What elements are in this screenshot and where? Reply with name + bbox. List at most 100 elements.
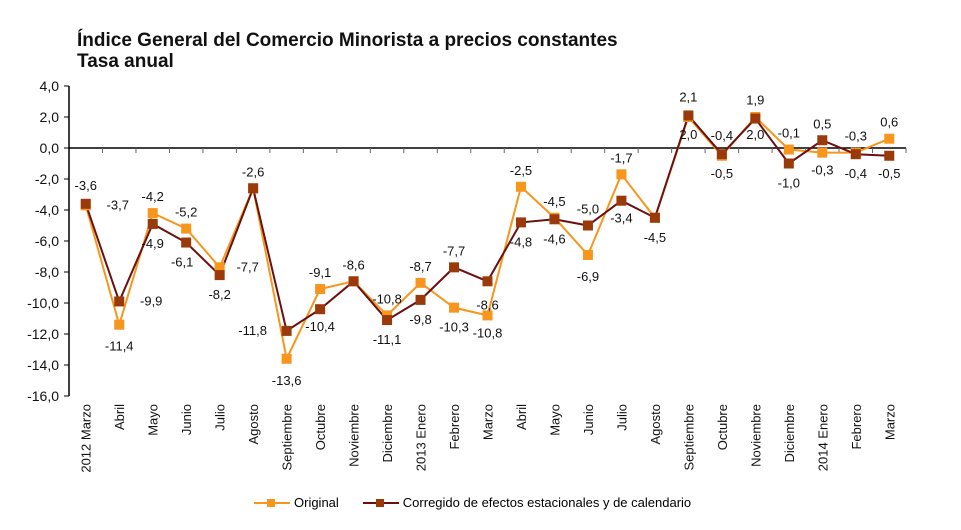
data-label-corregido: -4,5	[644, 230, 666, 245]
data-label-original: -4,2	[141, 189, 163, 204]
data-label-original: -0,3	[811, 163, 833, 178]
data-label-corregido: -11,1	[373, 332, 402, 347]
data-label-corregido: -5,0	[577, 202, 599, 217]
x-tick-label: Octubre	[313, 404, 328, 450]
x-tick-labels: 2012 Marzo Abril Mayo Junio Julio Agosto Septi…	[79, 404, 898, 473]
x-tick-label: 2013 Enero	[414, 404, 429, 471]
x-tick-label: Julio	[614, 404, 629, 431]
data-point-original	[783, 144, 794, 155]
data-label-corregido: -7,7	[443, 243, 465, 258]
data-label-corregido: 0,5	[813, 116, 831, 131]
series-lines	[84, 113, 890, 362]
chart-title-main: Índice General del Comercio Minorista a …	[77, 30, 618, 51]
data-labels: -3,7-11,4-4,2-5,2-7,7-13,6-9,1-10,8-8,7-…	[75, 89, 901, 387]
data-point-corregido	[817, 135, 828, 146]
y-tick-label: -10,0	[27, 295, 59, 311]
x-tick-label: Diciembre	[782, 404, 797, 463]
data-point-corregido	[549, 214, 560, 225]
data-point-corregido	[482, 276, 493, 287]
data-label-corregido: -3,4	[610, 211, 632, 226]
data-label-original: -13,6	[272, 373, 302, 388]
data-label-corregido: -8,6	[342, 257, 364, 272]
series-markers	[80, 110, 895, 364]
x-tick-label: Septiembre	[681, 404, 696, 470]
data-label-original: -2,5	[510, 163, 532, 178]
data-label-original: -6,9	[577, 269, 599, 284]
data-label-original: -10,3	[439, 320, 469, 335]
y-tick-label: -14,0	[27, 357, 59, 373]
x-tick-label: Abril	[514, 404, 529, 430]
data-point-corregido	[114, 296, 125, 307]
x-tick-label: Abril	[112, 404, 127, 430]
data-point-corregido	[515, 217, 526, 228]
data-label-corregido: -2,6	[242, 164, 264, 179]
legend-item-corregido[interactable]: Corregido de efectos estacionales y de c…	[362, 495, 692, 510]
x-tick-label: Junio	[179, 404, 194, 435]
data-point-corregido	[884, 150, 895, 161]
data-label-corregido: -3,6	[75, 178, 97, 193]
data-point-corregido	[783, 158, 794, 169]
x-tick-label: Noviembre	[347, 404, 362, 467]
data-point-original	[147, 208, 158, 219]
data-point-corregido	[616, 195, 627, 206]
data-point-corregido	[80, 198, 91, 209]
data-label-corregido: -4,6	[543, 231, 565, 246]
data-label-original: -10,8	[473, 325, 503, 340]
data-label-original: -0,5	[711, 166, 733, 181]
data-point-corregido	[348, 276, 359, 287]
y-tick-label: 0,0	[40, 140, 60, 156]
legend-item-original[interactable]: Original	[254, 495, 339, 510]
axes: 4,0 2,0 0,0 -2,0 -4,0 -6,0 -8,0 -10,0 -12,0 -14,0…	[27, 78, 907, 404]
data-label-original: 2,0	[679, 127, 697, 142]
data-point-corregido	[850, 149, 861, 160]
data-label-corregido: -0,4	[711, 128, 733, 143]
data-label-original: 2,0	[746, 127, 764, 142]
legend-swatch-original	[254, 497, 290, 509]
data-point-corregido	[449, 262, 460, 273]
data-label-corregido: -10,4	[305, 319, 335, 334]
data-point-original	[515, 181, 526, 192]
data-point-corregido	[248, 183, 259, 194]
y-tick-label: -2,0	[35, 171, 59, 187]
data-point-corregido	[750, 113, 761, 124]
data-point-original	[214, 262, 225, 273]
data-point-original	[181, 223, 192, 234]
data-point-corregido	[214, 270, 225, 281]
data-point-corregido	[281, 325, 292, 336]
x-tick-label: Febrero	[849, 404, 864, 450]
x-tick-label: Julio	[213, 404, 228, 431]
y-tick-label: -4,0	[35, 202, 59, 218]
data-label-original: -0,3	[845, 129, 867, 144]
series-line-original	[84, 115, 890, 362]
data-label-corregido: -0,4	[845, 166, 867, 181]
data-label-corregido: -11,8	[238, 323, 267, 338]
data-label-original: -3,7	[107, 197, 129, 212]
data-label-corregido: -9,8	[409, 312, 431, 327]
data-label-original: -1,7	[610, 150, 632, 165]
data-point-original	[582, 249, 593, 260]
x-tick-label: 2014 Enero	[815, 404, 830, 471]
data-label-original: -9,1	[309, 265, 331, 280]
data-point-corregido	[382, 315, 393, 326]
y-tick-label: -8,0	[35, 264, 59, 280]
x-tick-label: Junio	[581, 404, 596, 435]
legend: Original Corregido de efectos estacional…	[254, 495, 715, 510]
x-tick-label: Agosto	[648, 404, 663, 444]
y-tick-label: 2,0	[40, 109, 60, 125]
data-point-original	[616, 169, 627, 180]
data-label-original: -8,7	[409, 259, 431, 274]
data-point-corregido	[582, 220, 593, 231]
data-point-original	[884, 133, 895, 144]
x-tick-label: Noviembre	[748, 404, 763, 467]
x-tick-label: Marzo	[882, 404, 897, 440]
x-tick-label: Marzo	[481, 404, 496, 440]
data-label-corregido: -0,5	[878, 166, 900, 181]
data-point-original	[449, 302, 460, 313]
data-label-corregido: -4,9	[141, 236, 163, 251]
y-tick-label: -12,0	[27, 326, 59, 342]
data-label-original: -4,5	[543, 194, 565, 209]
data-point-original	[114, 319, 125, 330]
data-label-original: -10,8	[372, 291, 402, 306]
legend-label-corregido: Corregido de efectos estacionales y de c…	[402, 495, 692, 510]
x-tick-label: Mayo	[146, 404, 161, 436]
